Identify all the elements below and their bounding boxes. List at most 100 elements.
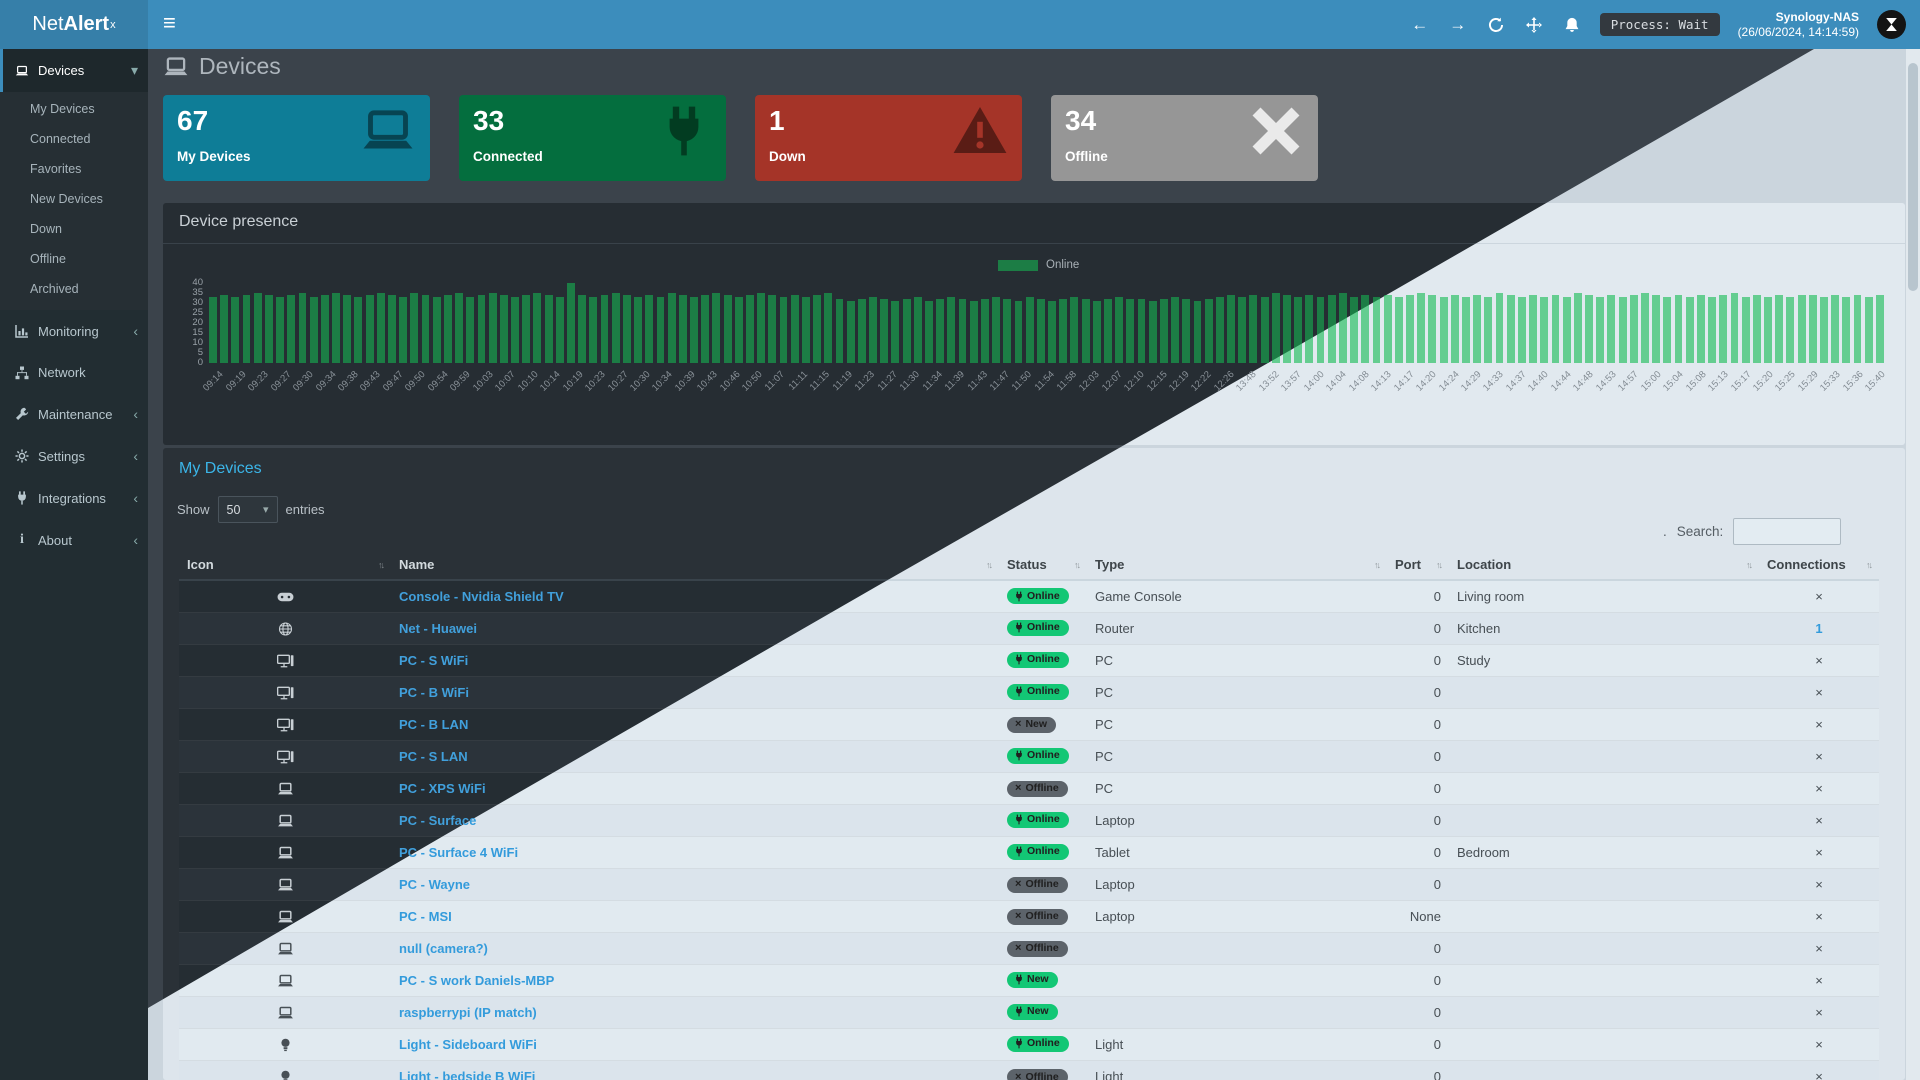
sidebar-item-devices[interactable]: Devices ▾ <box>0 49 148 92</box>
column-header-connections[interactable]: Connections ↑↓ <box>1759 550 1879 581</box>
device-location: Bedroom <box>1449 835 1759 868</box>
sidebar-toggle-icon[interactable]: ≡ <box>163 10 176 35</box>
presence-bar <box>1484 297 1493 363</box>
sidebar-item-archived[interactable]: Archived <box>30 282 79 296</box>
wrench-icon <box>14 407 30 421</box>
device-name-link[interactable]: PC - S WiFi <box>399 652 469 668</box>
table-row: Console - Nvidia Shield TV Online Game Con… <box>179 579 1879 612</box>
sidebar-item-settings[interactable]: Settings ‹ <box>0 435 148 477</box>
forward-icon[interactable]: → <box>1449 14 1467 34</box>
device-name-link[interactable]: raspberrypi (IP match) <box>399 1004 537 1020</box>
device-name-link[interactable]: PC - B WiFi <box>399 684 469 700</box>
stat-card-connected[interactable]: 33 Connected <box>459 95 726 181</box>
device-name-link[interactable]: Light - bedside B WiFi <box>399 1068 536 1080</box>
move-icon[interactable] <box>1524 16 1544 33</box>
device-name-link[interactable]: Net - Huawei <box>399 620 478 636</box>
x-tick: 15:40 <box>1863 369 1888 394</box>
y-tick: 0 <box>197 357 203 368</box>
device-name-link[interactable]: PC - Wayne <box>399 876 471 892</box>
device-name-link[interactable]: PC - Surface <box>399 812 477 828</box>
device-name-link[interactable]: PC - S work Daniels-MBP <box>399 972 555 988</box>
app-logo[interactable]: Net Alert x <box>0 0 148 49</box>
presence-bar <box>1092 301 1101 363</box>
presence-bar <box>645 295 654 363</box>
page-header: Devices <box>163 53 281 80</box>
bell-icon[interactable] <box>1562 17 1582 33</box>
sidebar-item-network[interactable]: Network <box>0 352 148 393</box>
back-icon[interactable]: ← <box>1411 14 1429 34</box>
sidebar-item-monitoring[interactable]: Monitoring ‹ <box>0 310 148 352</box>
sidebar-item-new-devices[interactable]: New Devices <box>30 192 103 206</box>
column-header-name[interactable]: Name ↑↓ <box>391 550 999 581</box>
device-type: PC <box>1087 771 1387 804</box>
search-label: Search: <box>1676 524 1724 539</box>
device-name-link[interactable]: PC - Surface 4 WiFi <box>399 844 519 860</box>
presence-bar <box>1820 297 1828 363</box>
laptop-icon <box>179 803 391 836</box>
sidebar-item-my-devices[interactable]: My Devices <box>30 102 95 116</box>
scrollbar-track[interactable] <box>1906 49 1920 1080</box>
sidebar-item-about[interactable]: i About ‹ <box>0 519 148 561</box>
device-name-link[interactable]: Console - Nvidia Shield TV <box>399 588 564 604</box>
bulb-icon <box>179 1027 391 1060</box>
sidebar-item-favorites[interactable]: Favorites <box>30 162 82 176</box>
device-name-link[interactable]: null (camera?) <box>399 940 488 956</box>
device-name-link[interactable]: PC - XPS WiFi <box>399 780 486 796</box>
column-header-type[interactable]: Type ↑↓ <box>1087 550 1387 581</box>
laptop-icon <box>179 835 391 868</box>
laptop-icon <box>179 899 391 932</box>
sidebar-item-maintenance[interactable]: Maintenance ‹ <box>0 393 148 435</box>
x-tick: 11:15 <box>808 369 833 394</box>
x-tick: 09:50 <box>403 369 428 394</box>
device-port: 0 <box>1387 675 1449 708</box>
column-header-location[interactable]: Location ↑↓ <box>1449 550 1759 581</box>
device-type: Laptop <box>1087 867 1387 900</box>
table-row: Light - bedside B WiFi × Offline Light 0 × <box>179 1059 1879 1080</box>
sidebar-item-integrations[interactable]: Integrations ‹ <box>0 477 148 519</box>
table-row: PC - Wayne × Offline Laptop 0 × <box>179 867 1879 900</box>
presence-bar <box>477 295 486 363</box>
stat-card-my-devices[interactable]: 67 My Devices <box>163 95 430 181</box>
sidebar-item-offline[interactable]: Offline <box>30 252 66 266</box>
x-tick: 12:19 <box>1166 369 1192 394</box>
table-row: PC - XPS WiFi × Offline PC 0 × <box>179 771 1879 804</box>
x-tick: 14:53 <box>1593 369 1619 394</box>
status-badge: × Offline <box>1007 908 1068 925</box>
presence-bar <box>466 297 475 363</box>
sort-icon: ↑↓ <box>1746 559 1753 570</box>
connections-link[interactable]: 1 <box>1815 620 1823 636</box>
stat-card-down[interactable]: 1 Down <box>755 95 1022 181</box>
presence-bar <box>1417 293 1426 363</box>
x-tick: 09:59 <box>448 369 473 394</box>
laptop-icon <box>14 64 30 78</box>
status-badge: × Offline <box>1007 940 1068 957</box>
page-size-select[interactable]: 50 ▾ <box>217 496 278 523</box>
scrollbar-thumb[interactable] <box>1908 63 1918 291</box>
table-row: PC - Surface 4 WiFi Online Tablet 0 Bedroom × <box>179 835 1879 868</box>
column-header-port[interactable]: Port ↑↓ <box>1387 550 1449 581</box>
stat-card-offline[interactable]: 34 Offline <box>1051 95 1318 181</box>
search-input[interactable] <box>1733 518 1842 545</box>
chart-legend[interactable]: Online <box>998 259 1079 271</box>
device-location <box>1449 931 1759 964</box>
refresh-icon[interactable] <box>1486 17 1506 33</box>
column-header-status[interactable]: Status ↑↓ <box>999 550 1087 581</box>
user-avatar[interactable] <box>1877 10 1906 39</box>
device-type: Laptop <box>1087 803 1387 836</box>
connections-x: × <box>1815 876 1823 892</box>
device-name-link[interactable]: PC - MSI <box>399 908 452 924</box>
presence-bar <box>1808 295 1817 363</box>
device-port: 0 <box>1387 835 1449 868</box>
my-devices-panel: My Devices Show 50 ▾ entries . Search: I… <box>163 448 1905 1080</box>
sidebar-item-connected[interactable]: Connected <box>30 132 91 146</box>
device-type: Router <box>1087 611 1387 644</box>
device-name-link[interactable]: PC - B LAN <box>399 716 469 732</box>
presence-bar <box>1641 293 1649 363</box>
sidebar-item-down[interactable]: Down <box>30 222 62 236</box>
device-name-link[interactable]: Light - Sideboard WiFi <box>399 1036 537 1052</box>
x-tick: 09:23 <box>246 369 271 394</box>
x-tick: 10:23 <box>583 369 608 394</box>
column-header-icon[interactable]: Icon ↑↓ <box>179 550 391 581</box>
device-name-link[interactable]: PC - S LAN <box>399 748 468 764</box>
globe-icon <box>179 611 391 644</box>
